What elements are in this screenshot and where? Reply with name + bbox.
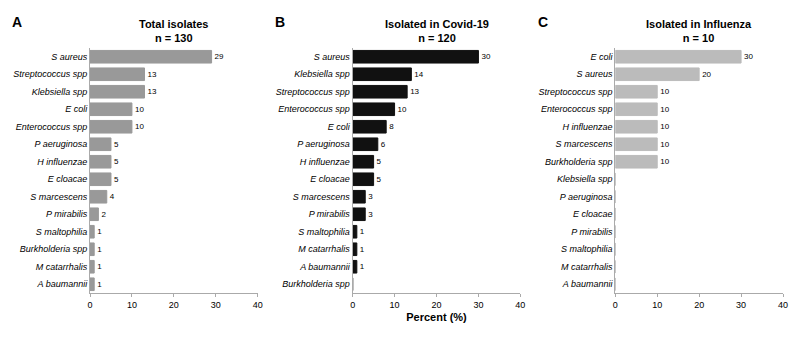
- svg-text:10: 10: [660, 87, 669, 96]
- svg-text:Percent (%): Percent (%): [406, 311, 467, 323]
- svg-text:8: 8: [389, 122, 394, 131]
- svg-text:P mirabilis: P mirabilis: [46, 209, 88, 219]
- svg-text:5: 5: [377, 175, 382, 184]
- svg-text:Enterococcus spp: Enterococcus spp: [278, 104, 350, 114]
- svg-text:A baumannii: A baumannii: [299, 262, 351, 272]
- svg-text:40: 40: [515, 300, 525, 310]
- svg-text:Klebsiella spp: Klebsiella spp: [294, 69, 350, 79]
- svg-text:3: 3: [368, 210, 373, 219]
- svg-text:1: 1: [360, 262, 365, 271]
- svg-text:20: 20: [169, 300, 179, 310]
- svg-text:A baumannii: A baumannii: [562, 279, 614, 289]
- svg-text:P mirabilis: P mirabilis: [571, 227, 613, 237]
- svg-text:5: 5: [377, 157, 382, 166]
- svg-text:30: 30: [736, 300, 746, 310]
- svg-text:1: 1: [97, 262, 102, 271]
- svg-text:13: 13: [148, 70, 157, 79]
- svg-text:10: 10: [135, 122, 144, 131]
- svg-text:M catarrhalis: M catarrhalis: [298, 244, 350, 254]
- svg-text:30: 30: [481, 52, 490, 61]
- svg-text:M catarrhalis: M catarrhalis: [561, 262, 613, 272]
- svg-text:Isolated in Covid-19n = 120: Isolated in Covid-19n = 120: [385, 18, 489, 44]
- svg-text:S aureus: S aureus: [576, 69, 613, 79]
- svg-text:E coli: E coli: [590, 52, 613, 62]
- svg-text:3: 3: [368, 192, 373, 201]
- svg-text:10: 10: [127, 300, 137, 310]
- svg-text:M catarrhalis: M catarrhalis: [36, 262, 88, 272]
- svg-text:29: 29: [215, 52, 224, 61]
- svg-text:S marcescens: S marcescens: [293, 192, 351, 202]
- svg-text:30: 30: [744, 52, 753, 61]
- svg-text:0: 0: [350, 300, 355, 310]
- svg-text:Total isolatesn = 130: Total isolatesn = 130: [139, 18, 208, 44]
- svg-text:5: 5: [114, 175, 119, 184]
- svg-text:0: 0: [87, 300, 92, 310]
- svg-text:Streptococcus spp: Streptococcus spp: [276, 87, 350, 97]
- svg-text:13: 13: [148, 87, 157, 96]
- svg-text:Burkholderia spp: Burkholderia spp: [20, 244, 88, 254]
- svg-text:5: 5: [114, 157, 119, 166]
- svg-text:Burkholderia spp: Burkholderia spp: [545, 157, 613, 167]
- svg-text:S maltophilia: S maltophilia: [36, 227, 88, 237]
- svg-text:10: 10: [135, 105, 144, 114]
- svg-text:S aureus: S aureus: [314, 52, 351, 62]
- svg-text:6: 6: [381, 140, 386, 149]
- svg-text:A baumannii: A baumannii: [36, 279, 88, 289]
- svg-text:P aeruginosa: P aeruginosa: [297, 139, 350, 149]
- svg-text:S maltophilia: S maltophilia: [561, 244, 613, 254]
- svg-text:S marcescens: S marcescens: [555, 139, 613, 149]
- svg-text:Streptococcus spp: Streptococcus spp: [538, 87, 612, 97]
- svg-text:30: 30: [211, 300, 221, 310]
- svg-text:H influenzae: H influenzae: [562, 122, 612, 132]
- svg-text:P aeruginosa: P aeruginosa: [34, 139, 87, 149]
- svg-text:Streptococcus spp: Streptococcus spp: [13, 69, 87, 79]
- svg-text:A: A: [12, 14, 22, 30]
- svg-text:10: 10: [652, 300, 662, 310]
- svg-text:P mirabilis: P mirabilis: [309, 209, 351, 219]
- svg-text:2: 2: [101, 210, 106, 219]
- svg-text:40: 40: [253, 300, 263, 310]
- svg-text:14: 14: [414, 70, 423, 79]
- svg-text:30: 30: [473, 300, 483, 310]
- svg-text:20: 20: [431, 300, 441, 310]
- svg-text:E cloacae: E cloacae: [310, 174, 350, 184]
- svg-text:10: 10: [660, 105, 669, 114]
- svg-text:E coli: E coli: [328, 122, 351, 132]
- svg-text:E coli: E coli: [65, 104, 88, 114]
- svg-text:E cloacae: E cloacae: [573, 209, 613, 219]
- svg-text:20: 20: [694, 300, 704, 310]
- svg-text:Burkholderia spp: Burkholderia spp: [282, 279, 350, 289]
- svg-text:1: 1: [97, 227, 102, 236]
- svg-text:40: 40: [778, 300, 788, 310]
- svg-text:10: 10: [398, 105, 407, 114]
- svg-text:Enterococcus spp: Enterococcus spp: [16, 122, 88, 132]
- svg-text:S marcescens: S marcescens: [30, 192, 88, 202]
- svg-text:13: 13: [410, 87, 419, 96]
- svg-text:Isolated in Influenzan = 10: Isolated in Influenzan = 10: [646, 18, 752, 44]
- svg-text:0: 0: [613, 300, 618, 310]
- svg-text:B: B: [275, 14, 285, 30]
- svg-text:1: 1: [97, 280, 102, 289]
- svg-text:10: 10: [390, 300, 400, 310]
- svg-text:S aureus: S aureus: [51, 52, 88, 62]
- svg-text:1: 1: [360, 245, 365, 254]
- svg-text:20: 20: [702, 70, 711, 79]
- svg-text:1: 1: [360, 227, 365, 236]
- svg-text:1: 1: [97, 245, 102, 254]
- svg-text:C: C: [538, 14, 548, 30]
- svg-text:4: 4: [110, 192, 115, 201]
- svg-text:Klebsiella spp: Klebsiella spp: [557, 174, 613, 184]
- svg-text:Klebsiella spp: Klebsiella spp: [32, 87, 88, 97]
- svg-text:10: 10: [660, 157, 669, 166]
- svg-text:H influenzae: H influenzae: [300, 157, 350, 167]
- svg-text:10: 10: [660, 140, 669, 149]
- svg-text:H influenzae: H influenzae: [37, 157, 87, 167]
- svg-text:10: 10: [660, 122, 669, 131]
- svg-text:E cloacae: E cloacae: [48, 174, 88, 184]
- svg-text:Enterococcus spp: Enterococcus spp: [541, 104, 613, 114]
- svg-text:5: 5: [114, 140, 119, 149]
- svg-text:S maltophilia: S maltophilia: [298, 227, 350, 237]
- svg-text:P aeruginosa: P aeruginosa: [560, 192, 613, 202]
